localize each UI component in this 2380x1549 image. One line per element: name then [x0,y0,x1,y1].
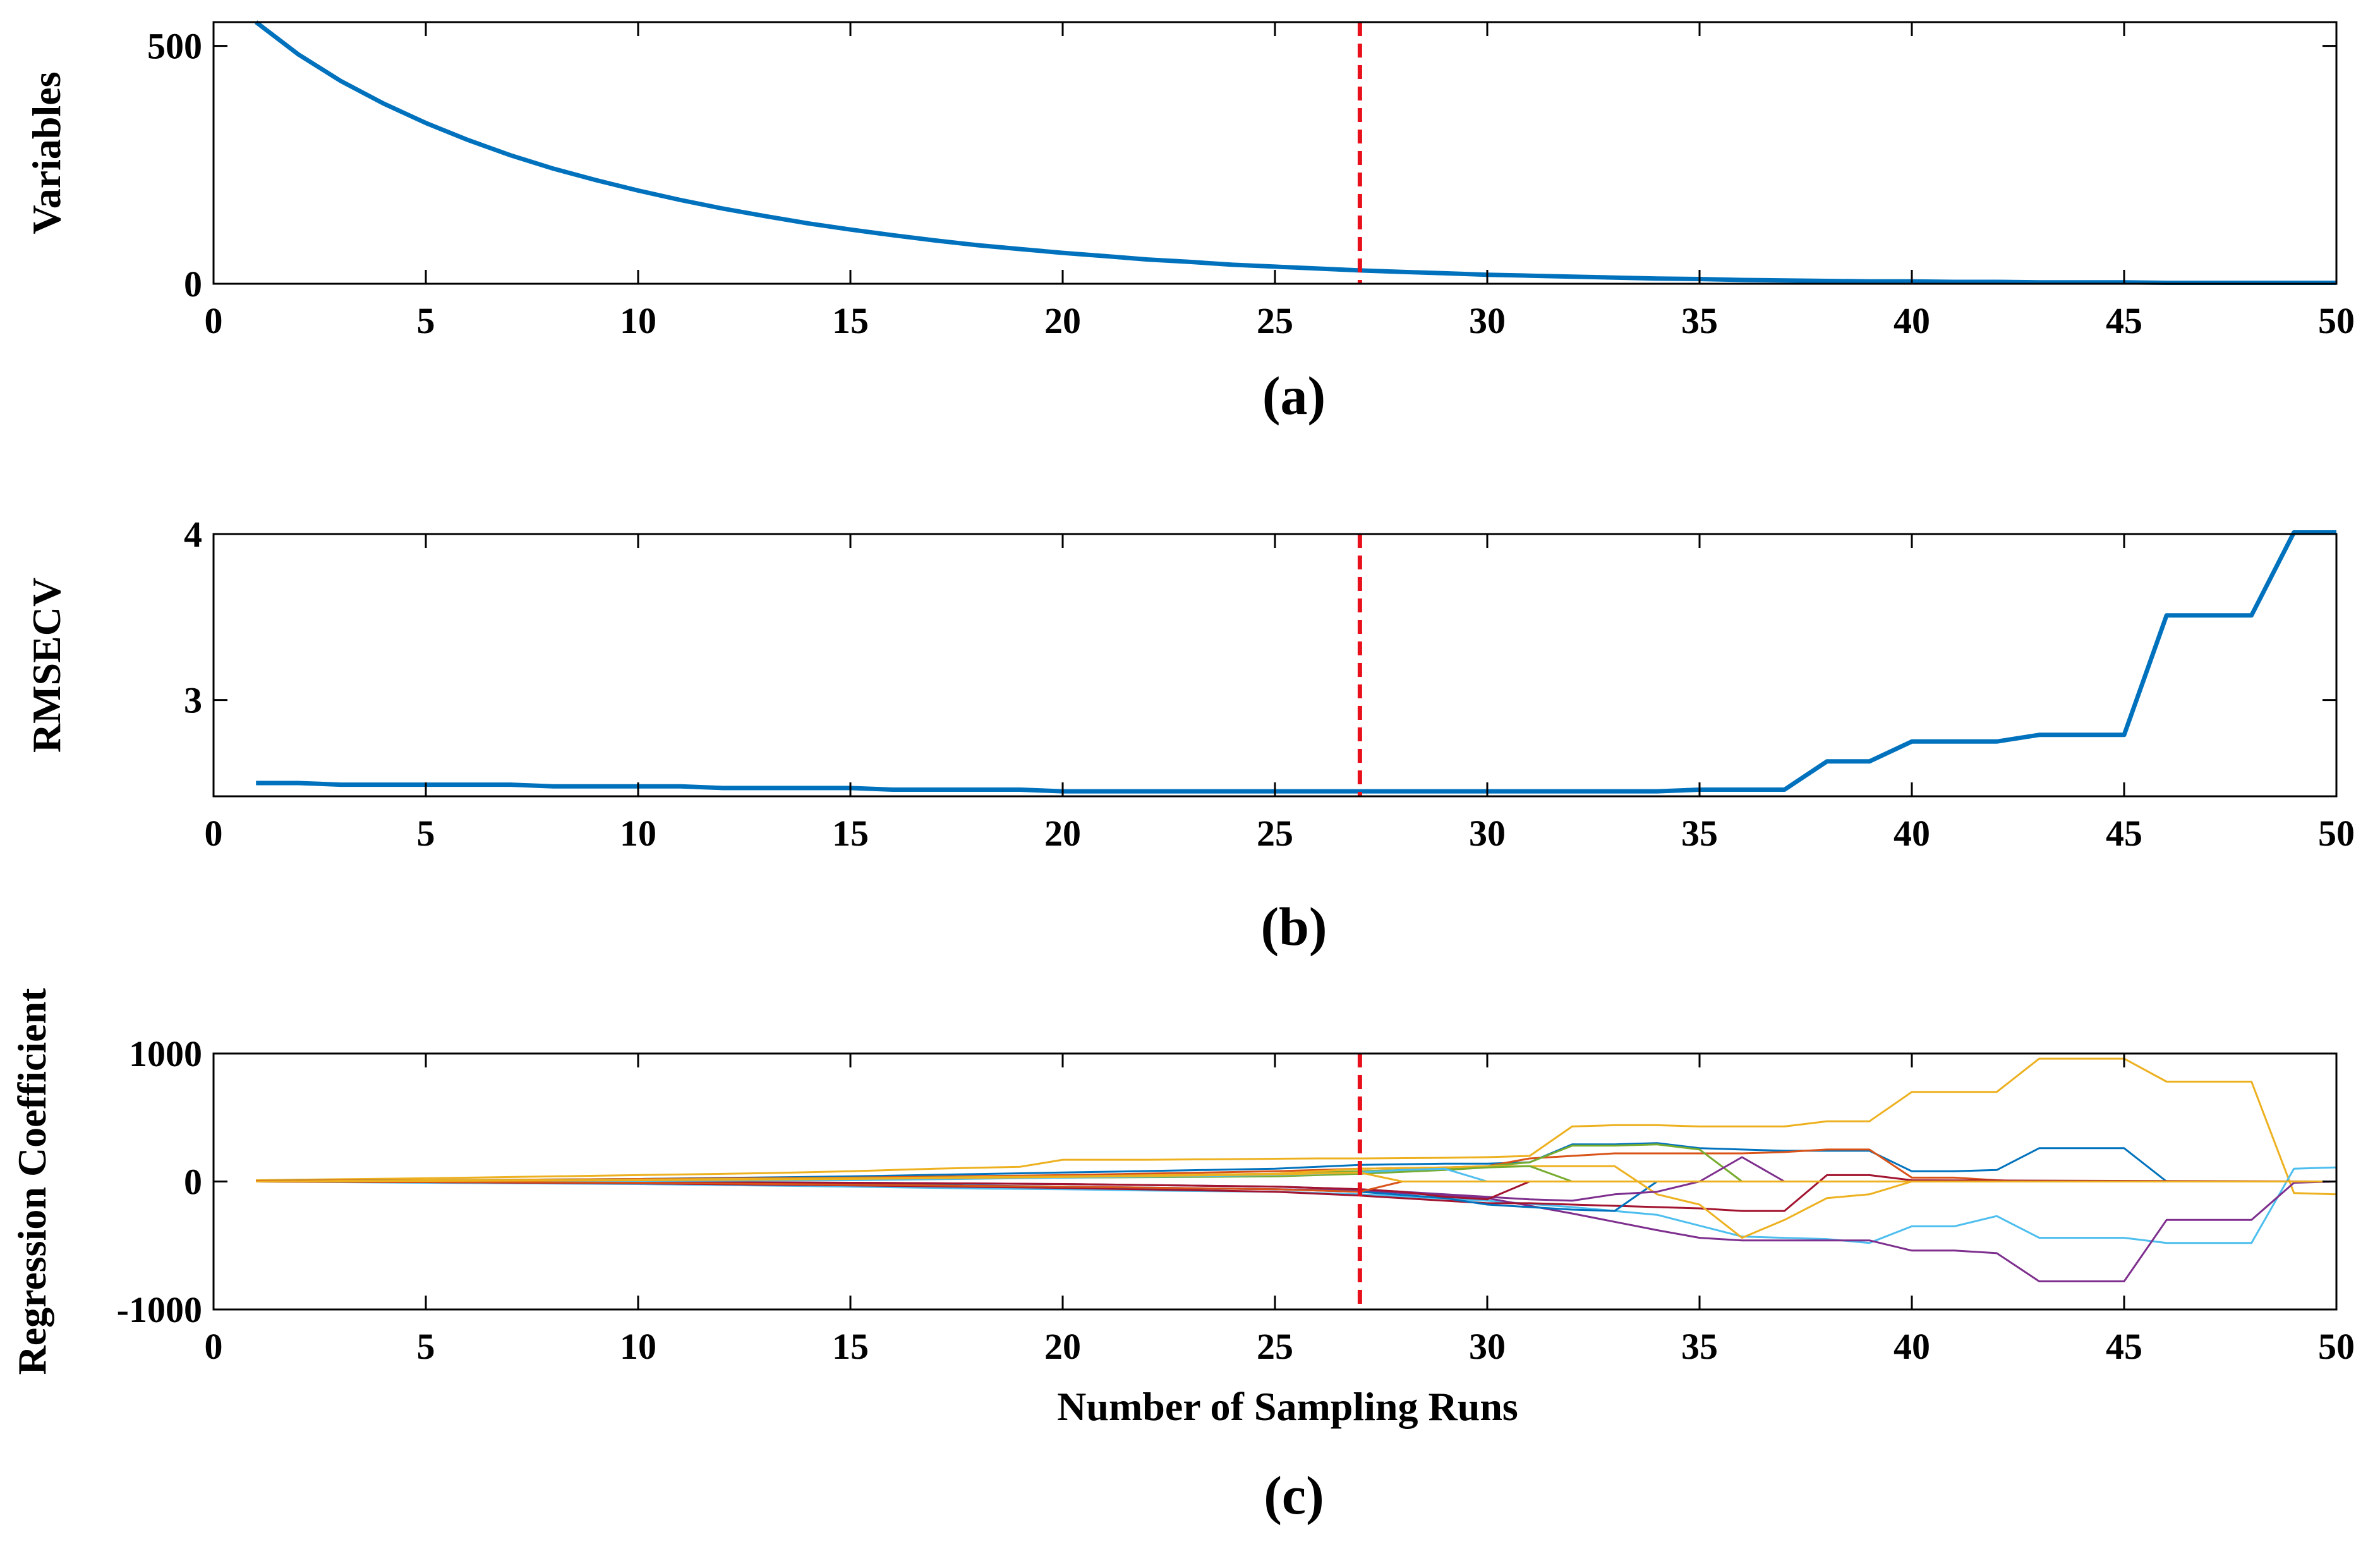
x-tick-label: 0 [205,1326,223,1367]
x-tick-label: 35 [1681,813,1718,854]
y-tick-label: -1000 [117,1289,202,1330]
x-tick-label: 5 [417,813,435,854]
x-tick-label: 35 [1681,300,1718,341]
y-tick-label: 0 [184,264,202,305]
x-tick-label: 0 [205,300,223,341]
y-tick-label: 500 [147,26,202,67]
series-line-1 [256,530,2336,794]
x-tick-label: 30 [1469,300,1506,341]
x-tick-label: 10 [620,300,656,341]
series-line-3 [256,1181,2336,1282]
x-tick-label: 5 [417,1326,435,1367]
x-tick-label: 20 [1044,300,1081,341]
x-tick-label: 10 [620,813,656,854]
series-line-1 [255,20,2336,285]
x-tick-label: 25 [1257,1326,1293,1367]
y-tick-label: 4 [184,514,202,555]
y-axis-title: Regression Coefficient [9,988,54,1375]
series-group [255,20,2336,285]
series-group [256,530,2336,794]
axes-frame [212,21,2338,285]
y-axis-title: RMSECV [24,578,69,753]
x-tick-label: 20 [1044,813,1081,854]
x-tick-label: 5 [417,300,435,341]
x-tick-label: 25 [1257,813,1293,854]
series-line-8 [256,1181,2336,1212]
panel-c: 0 5 10 15 20 25 30 35 40 45 50-100001000Regression… [9,988,2355,1526]
x-tick-label: 50 [2318,1326,2355,1367]
x-tick-label: 30 [1469,813,1506,854]
series-line-15 [256,1171,2336,1182]
x-tick-label: 50 [2318,300,2355,341]
panel-caption: (c) [1264,1465,1324,1526]
x-tick-label: 45 [2106,1326,2142,1367]
x-tick-label: 40 [1894,1326,1930,1367]
x-tick-label: 40 [1894,813,1930,854]
x-tick-label: 25 [1257,300,1293,341]
panel-caption: (b) [1260,896,1327,957]
x-tick-label: 40 [1894,300,1930,341]
axes-frame [212,533,2338,798]
x-tick-label: 0 [205,813,223,854]
x-tick-label: 15 [832,300,869,341]
x-tick-label: 45 [2106,300,2142,341]
series-group [256,1057,2336,1282]
x-tick-label: 30 [1469,1326,1506,1367]
series-line-4 [256,1142,2336,1182]
series-line-5 [256,1148,2336,1182]
y-tick-label: 1000 [129,1033,202,1074]
series-line-2 [256,1166,2336,1244]
x-tick-label: 45 [2106,813,2142,854]
x-tick-label: 10 [620,1326,656,1367]
y-axis-title: Variables [24,71,69,234]
panel-b: 0 5 10 15 20 25 30 35 40 45 50 3 4 RMSECV (b) [24,514,2355,957]
x-tick-label: 20 [1044,1326,1081,1367]
x-axis-title: Number of Sampling Runs [1057,1384,1518,1429]
panel-caption: (a) [1262,365,1326,426]
x-tick-label: 35 [1681,1326,1718,1367]
series-line-14 [256,1181,2336,1193]
x-tick-label: 15 [832,813,869,854]
y-tick-label: 3 [184,680,202,721]
series-line-1 [256,1057,2336,1196]
x-tick-label: 15 [832,1326,869,1367]
y-tick-label: 0 [184,1162,202,1203]
x-tick-label: 50 [2318,813,2355,854]
